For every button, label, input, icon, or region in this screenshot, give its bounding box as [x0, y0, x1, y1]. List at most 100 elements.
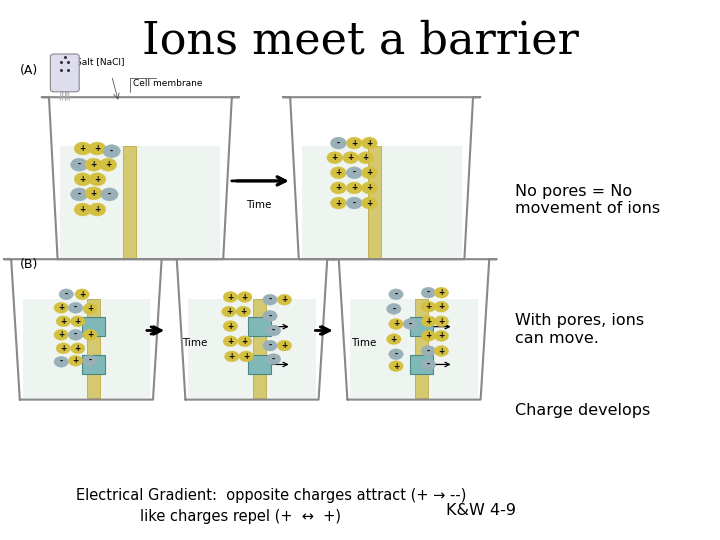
Circle shape: [421, 346, 436, 356]
Circle shape: [330, 197, 346, 209]
Circle shape: [71, 188, 88, 201]
Circle shape: [222, 306, 236, 317]
Text: +: +: [229, 352, 235, 361]
FancyBboxPatch shape: [410, 317, 433, 336]
Text: -: -: [427, 288, 430, 297]
Text: -: -: [392, 305, 395, 313]
Circle shape: [236, 306, 251, 317]
FancyBboxPatch shape: [87, 336, 100, 355]
Text: +: +: [336, 184, 341, 192]
Circle shape: [83, 329, 97, 340]
Text: +: +: [426, 317, 431, 326]
Text: -: -: [78, 190, 81, 199]
Text: +: +: [366, 168, 372, 177]
Text: Time: Time: [246, 200, 272, 210]
Text: +: +: [80, 205, 86, 214]
FancyBboxPatch shape: [415, 336, 428, 355]
Text: +: +: [228, 293, 233, 301]
FancyBboxPatch shape: [415, 299, 428, 317]
Circle shape: [421, 330, 436, 341]
Text: Time: Time: [351, 338, 377, 348]
Text: +: +: [87, 330, 93, 339]
Text: +: +: [366, 184, 372, 192]
Circle shape: [225, 351, 239, 362]
Circle shape: [68, 355, 83, 366]
Circle shape: [85, 187, 102, 200]
Text: +: +: [366, 139, 372, 147]
Text: +: +: [438, 288, 444, 297]
Circle shape: [71, 158, 88, 171]
Circle shape: [346, 182, 362, 194]
Circle shape: [54, 302, 68, 313]
Text: +: +: [438, 347, 444, 355]
Text: -: -: [74, 303, 77, 312]
Text: Charge develops: Charge develops: [515, 403, 650, 418]
Circle shape: [389, 349, 403, 360]
Circle shape: [75, 289, 89, 300]
FancyBboxPatch shape: [50, 54, 79, 92]
Circle shape: [238, 292, 252, 302]
Circle shape: [434, 346, 449, 356]
FancyBboxPatch shape: [415, 374, 428, 398]
FancyBboxPatch shape: [253, 336, 266, 355]
Text: -: -: [337, 139, 340, 147]
Circle shape: [387, 303, 401, 314]
Circle shape: [277, 340, 292, 351]
Text: -: -: [427, 347, 430, 355]
Circle shape: [361, 137, 377, 149]
Circle shape: [434, 330, 449, 341]
FancyBboxPatch shape: [60, 146, 220, 258]
Text: Electrical Gradient:  opposite charges attract (+ → --): Electrical Gradient: opposite charges at…: [76, 488, 466, 503]
Circle shape: [99, 158, 117, 171]
Text: Cell membrane: Cell membrane: [133, 79, 203, 88]
Circle shape: [389, 361, 403, 372]
Text: -: -: [269, 295, 271, 304]
Circle shape: [74, 173, 91, 186]
FancyBboxPatch shape: [350, 299, 478, 398]
Text: +: +: [228, 337, 233, 346]
Text: -: -: [269, 312, 271, 320]
Text: -: -: [108, 190, 111, 199]
Circle shape: [223, 336, 238, 347]
Text: With pores, ions
can move.: With pores, ions can move.: [515, 313, 644, 346]
Text: +: +: [336, 199, 341, 207]
Text: +: +: [94, 205, 100, 214]
Text: +: +: [351, 139, 357, 147]
Text: +: +: [80, 175, 86, 184]
Text: +: +: [391, 335, 397, 343]
Circle shape: [56, 343, 71, 354]
Circle shape: [421, 316, 436, 327]
Text: +: +: [242, 337, 248, 346]
Text: -: -: [272, 355, 275, 363]
Circle shape: [361, 167, 377, 179]
Text: -: -: [353, 199, 356, 207]
Text: +: +: [58, 303, 64, 312]
Circle shape: [389, 289, 403, 300]
Circle shape: [327, 152, 343, 164]
Circle shape: [434, 316, 449, 327]
Text: +: +: [94, 144, 100, 153]
Text: +: +: [393, 320, 399, 328]
FancyBboxPatch shape: [82, 317, 105, 336]
Text: -: -: [60, 357, 63, 366]
Text: +: +: [363, 153, 369, 162]
Circle shape: [343, 152, 359, 164]
Circle shape: [346, 137, 362, 149]
Text: +: +: [336, 168, 341, 177]
Circle shape: [263, 294, 277, 305]
FancyBboxPatch shape: [87, 374, 100, 398]
Circle shape: [266, 325, 281, 336]
Text: -: -: [353, 168, 356, 177]
FancyBboxPatch shape: [188, 299, 315, 398]
FancyBboxPatch shape: [302, 146, 462, 258]
Circle shape: [89, 203, 106, 216]
Text: -: -: [110, 147, 113, 156]
Text: -: -: [409, 320, 412, 328]
Circle shape: [330, 167, 346, 179]
Text: +: +: [243, 352, 249, 361]
FancyBboxPatch shape: [23, 299, 150, 398]
Text: +: +: [366, 199, 372, 207]
Text: +: +: [91, 189, 96, 198]
Text: +: +: [75, 317, 81, 326]
Text: +: +: [332, 153, 338, 162]
